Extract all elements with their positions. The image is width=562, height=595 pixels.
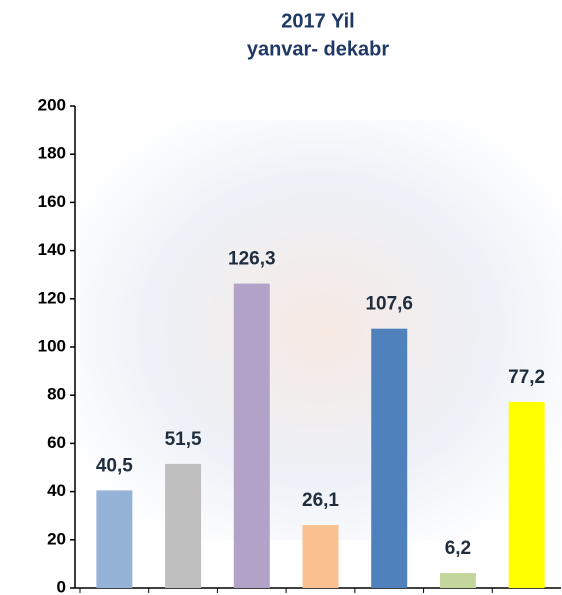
bar — [96, 490, 133, 588]
value-label: 40,5 — [96, 455, 133, 476]
chart-title: 2017 Yil — [281, 10, 354, 32]
y-tick-label: 0 — [57, 577, 66, 595]
bar — [371, 328, 408, 588]
y-tick-label: 160 — [38, 192, 66, 211]
y-tick-label: 100 — [38, 336, 66, 355]
y-tick-label: 60 — [47, 433, 66, 452]
bar — [439, 573, 476, 588]
bar — [508, 401, 545, 588]
value-label: 26,1 — [302, 490, 339, 511]
bar — [233, 283, 270, 588]
y-tick-label: 180 — [38, 144, 66, 163]
y-tick-label: 20 — [47, 529, 66, 548]
y-tick-label: 200 — [38, 95, 66, 114]
value-label: 107,6 — [365, 294, 413, 315]
background-map — [80, 120, 562, 540]
value-label: 126,3 — [228, 249, 276, 270]
y-tick-label: 140 — [38, 240, 66, 259]
value-label: 6,2 — [445, 538, 471, 559]
y-tick-label: 80 — [47, 385, 66, 404]
value-label: 77,2 — [508, 367, 545, 388]
chart-subtitle: yanvar- dekabr — [247, 38, 390, 60]
y-tick-label: 120 — [38, 288, 66, 307]
value-label: 51,5 — [165, 429, 202, 450]
y-tick-label: 40 — [47, 481, 66, 500]
bar — [302, 525, 339, 588]
bar — [165, 463, 202, 588]
